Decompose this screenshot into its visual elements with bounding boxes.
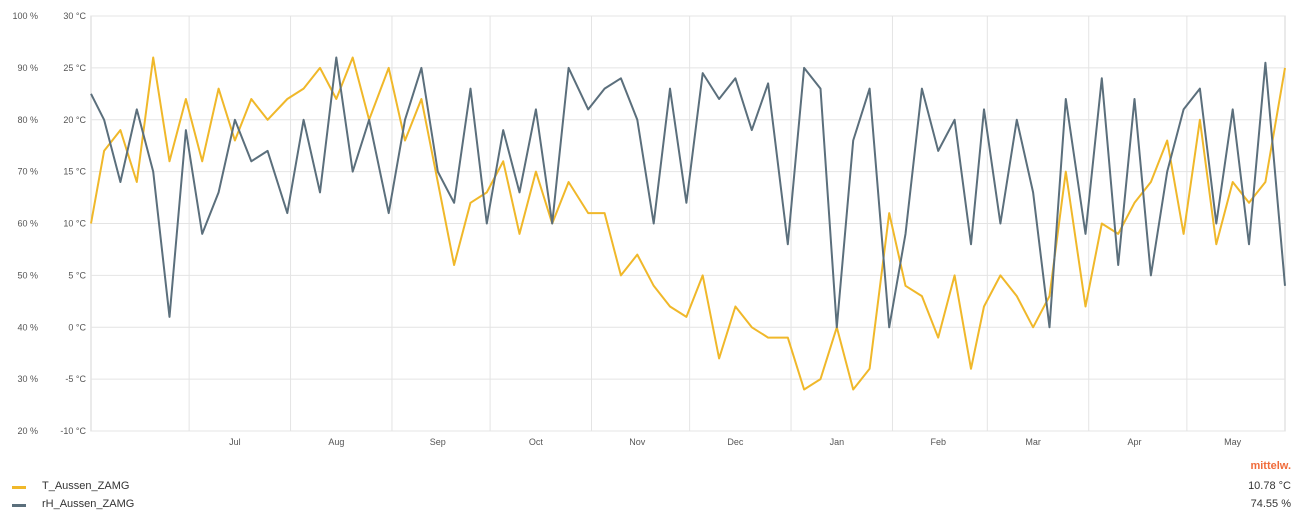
y-tick-label-humidity: 90 % xyxy=(17,63,38,73)
y-tick-label-humidity: 40 % xyxy=(17,322,38,332)
x-tick-label: Apr xyxy=(1128,437,1142,447)
x-tick-label: May xyxy=(1224,437,1242,447)
x-tick-label: Sep xyxy=(430,437,446,447)
legend-item-temperature[interactable]: T_Aussen_ZAMG 10.78 °C xyxy=(0,478,1307,496)
series-line-humidity xyxy=(90,56,1286,329)
legend-item-humidity[interactable]: rH_Aussen_ZAMG 74.55 % xyxy=(0,496,1307,514)
y-tick-label-temperature: 5 °C xyxy=(68,270,86,280)
y-tick-label-temperature: -5 °C xyxy=(65,374,86,384)
y-tick-label-humidity: 50 % xyxy=(17,270,38,280)
x-tick-label: Jul xyxy=(229,437,241,447)
x-tick-label: Dec xyxy=(727,437,744,447)
x-tick-label: Aug xyxy=(328,437,344,447)
legend-average-humidity: 74.55 % xyxy=(1250,498,1291,510)
x-tick-label: Feb xyxy=(930,437,946,447)
legend-swatch-humidity xyxy=(12,504,26,507)
y-tick-label-temperature: 10 °C xyxy=(63,219,86,229)
legend-average-temperature: 10.78 °C xyxy=(1248,480,1291,492)
x-tick-label: Nov xyxy=(629,437,646,447)
x-tick-label: Mar xyxy=(1025,437,1041,447)
average-column-header: mittelw. xyxy=(1250,460,1291,472)
y-tick-label-temperature: 30 °C xyxy=(63,11,86,21)
y-tick-label-humidity: 80 % xyxy=(17,115,38,125)
y-tick-label-temperature: 20 °C xyxy=(63,115,86,125)
legend-swatch-temperature xyxy=(12,486,26,489)
y-tick-label-temperature: 25 °C xyxy=(63,63,86,73)
x-tick-label: Oct xyxy=(529,437,544,447)
y-tick-label-humidity: 20 % xyxy=(17,426,38,436)
y-tick-label-temperature: 15 °C xyxy=(63,167,86,177)
y-tick-label-humidity: 70 % xyxy=(17,167,38,177)
y-tick-label-humidity: 100 % xyxy=(12,11,38,21)
y-tick-label-humidity: 60 % xyxy=(17,219,38,229)
chart-svg: 100 % 30 °C 90 % 25 °C 80 % 20 °C 70 % 15 °C 60 … xyxy=(12,11,1286,447)
series-line-temperature xyxy=(90,56,1286,391)
x-tick-label: Jan xyxy=(830,437,845,447)
legend-label-temperature: T_Aussen_ZAMG xyxy=(42,480,130,492)
y-tick-label-temperature: -10 °C xyxy=(60,426,86,436)
y-tick-label-humidity: 30 % xyxy=(17,374,38,384)
y-tick-label-temperature: 0 °C xyxy=(68,322,86,332)
legend-label-humidity: rH_Aussen_ZAMG xyxy=(42,498,135,510)
